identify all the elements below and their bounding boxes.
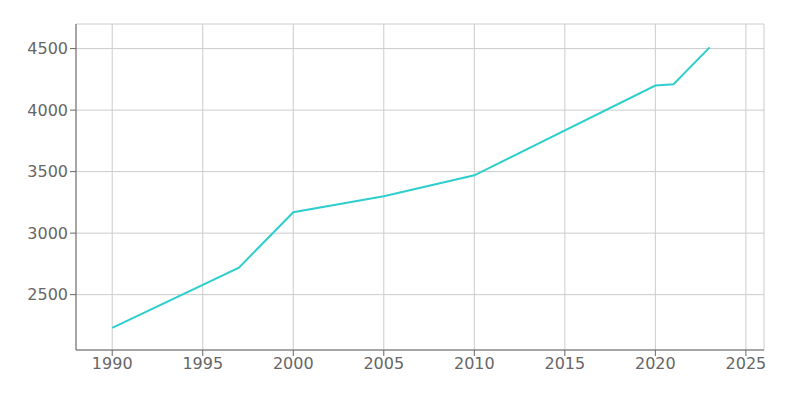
svg-text:2020: 2020 bbox=[635, 354, 676, 373]
svg-text:2000: 2000 bbox=[273, 354, 314, 373]
svg-text:2005: 2005 bbox=[363, 354, 404, 373]
svg-text:2010: 2010 bbox=[454, 354, 495, 373]
svg-text:4000: 4000 bbox=[27, 101, 68, 120]
svg-text:3500: 3500 bbox=[27, 162, 68, 181]
svg-text:2500: 2500 bbox=[27, 285, 68, 304]
svg-text:2025: 2025 bbox=[726, 354, 767, 373]
svg-text:2015: 2015 bbox=[544, 354, 585, 373]
svg-text:4500: 4500 bbox=[27, 39, 68, 58]
svg-text:1995: 1995 bbox=[182, 354, 223, 373]
svg-text:1990: 1990 bbox=[92, 354, 133, 373]
svg-text:3000: 3000 bbox=[27, 224, 68, 243]
